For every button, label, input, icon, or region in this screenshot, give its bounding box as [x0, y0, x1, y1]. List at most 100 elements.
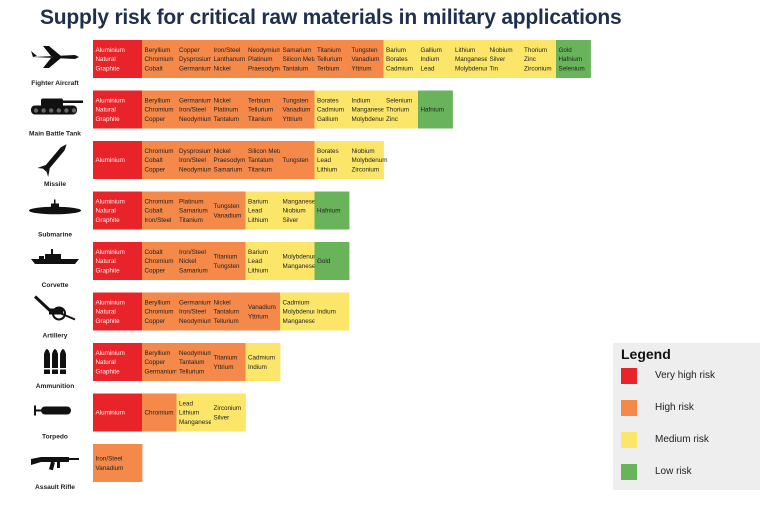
ammunition-icon	[44, 349, 66, 374]
risk-cell	[280, 40, 315, 78]
material-label: Molybdenum	[352, 157, 388, 164]
material-label: Gold	[317, 258, 331, 265]
material-label: Aluminium	[96, 249, 125, 256]
risk-cell	[211, 191, 246, 230]
material-label: Barium	[248, 249, 268, 256]
material-label: Cadmium	[283, 300, 310, 307]
material-label: Germanium	[179, 300, 212, 307]
material-label: Graphite	[96, 368, 121, 375]
material-label: Natural	[96, 309, 116, 316]
row-label: Torpedo	[42, 434, 68, 441]
material-label: Cobalt	[145, 208, 163, 215]
legend-label: High risk	[655, 402, 694, 413]
material-label: Copper	[145, 116, 166, 123]
material-label: Beryllium	[145, 98, 171, 105]
artillery-icon	[33, 295, 76, 321]
material-label: Vanadium	[214, 212, 242, 219]
material-label: Titanium	[179, 217, 203, 224]
material-label: Titanium	[214, 355, 238, 362]
material-label: Cadmium	[317, 107, 344, 114]
material-label: Copper	[145, 267, 166, 274]
risk-cell	[383, 40, 419, 78]
risk-cell	[142, 191, 177, 230]
tank-icon	[31, 98, 83, 115]
material-label: Chromium	[145, 258, 174, 265]
material-label: Gold	[559, 47, 573, 54]
risk-cell	[142, 343, 177, 381]
material-label: Dysprosium	[179, 148, 212, 155]
material-label: Iron/Steel	[179, 157, 206, 164]
material-label: Zinc	[524, 56, 536, 63]
material-label: Molybdenum	[283, 309, 319, 316]
material-label: Graphite	[96, 65, 121, 72]
material-label: Samarium	[214, 166, 243, 173]
material-label: Gallium	[421, 47, 442, 54]
material-label: Iron/Steel	[214, 47, 241, 54]
risk-cell	[245, 343, 281, 381]
risk-cell	[93, 242, 143, 280]
row-label: Corvette	[42, 282, 69, 289]
risk-cell	[142, 141, 177, 179]
risk-cell	[349, 90, 384, 129]
risk-cell	[176, 343, 212, 381]
material-label: Nickel	[214, 300, 231, 307]
chart-row: Ammunition Aluminium Natural Graphite Beryll…	[36, 343, 281, 390]
material-label: Graphite	[96, 217, 121, 224]
legend-title: Legend	[621, 346, 671, 362]
chart-row: Corvette Aluminium Natural Graphite Cobalt Ch…	[31, 242, 350, 289]
risk-cell	[142, 90, 177, 129]
chart-row: Torpedo Aluminium Chromium Lead Lithium Manga…	[34, 393, 246, 441]
risk-cell	[142, 292, 177, 331]
material-label: Silver	[490, 56, 506, 63]
material-label: Lead	[248, 258, 263, 265]
material-label: Copper	[179, 47, 200, 54]
material-label: Lithium	[248, 267, 268, 274]
material-label: Selenium	[386, 98, 412, 105]
risk-cell	[556, 40, 591, 78]
submarine-icon	[29, 199, 81, 215]
risk-cell	[93, 343, 143, 381]
risk-cell	[314, 292, 350, 331]
material-label: Lead	[179, 401, 194, 408]
material-label: Cadmium	[386, 65, 413, 72]
material-label: Iron/Steel	[179, 249, 206, 256]
risk-cell	[176, 292, 212, 331]
material-label: Titanium	[248, 116, 272, 123]
material-label: Tellurium	[248, 107, 273, 114]
material-label: Chromium	[145, 56, 174, 63]
row-label: Missile	[44, 181, 66, 188]
risk-cell	[211, 141, 246, 179]
material-label: Aluminium	[96, 98, 125, 105]
material-label: Cadmium	[248, 355, 275, 362]
material-label: Borates	[386, 56, 408, 63]
material-label: Lithium	[317, 166, 337, 173]
material-label: Lead	[421, 65, 436, 72]
legend-swatch	[621, 432, 637, 448]
material-label: Chromium	[145, 107, 174, 114]
risk-cell	[314, 242, 350, 280]
material-label: Lithium	[455, 47, 475, 54]
row-label: Artillery	[43, 333, 68, 340]
risk-cell	[280, 90, 315, 129]
fighter-jet-icon	[31, 46, 79, 68]
material-label: Neodymium	[179, 166, 213, 173]
row-label: Submarine	[38, 232, 72, 239]
torpedo-icon	[34, 405, 71, 416]
material-label: Tellurium	[317, 56, 342, 63]
material-label: Manganese	[352, 107, 385, 114]
chart-row: Fighter Aircraft Aluminium Natural Graphite…	[31, 40, 591, 87]
material-label: Nickel	[179, 258, 196, 265]
material-label: Graphite	[96, 116, 121, 123]
risk-cell	[142, 40, 177, 78]
corvette-icon	[31, 249, 79, 264]
material-label: Niobium	[283, 208, 306, 215]
material-label: Tungsten	[283, 157, 310, 164]
material-label: Thorium	[524, 47, 547, 54]
material-label: Tin	[490, 65, 499, 72]
chart-row: Main Battle Tank Aluminium Natural Graphite…	[29, 90, 453, 138]
legend-label: Very high risk	[655, 370, 716, 381]
material-label: Neodymium	[179, 350, 213, 357]
material-label: Lithium	[179, 410, 199, 417]
material-label: Zirconium	[214, 405, 242, 412]
